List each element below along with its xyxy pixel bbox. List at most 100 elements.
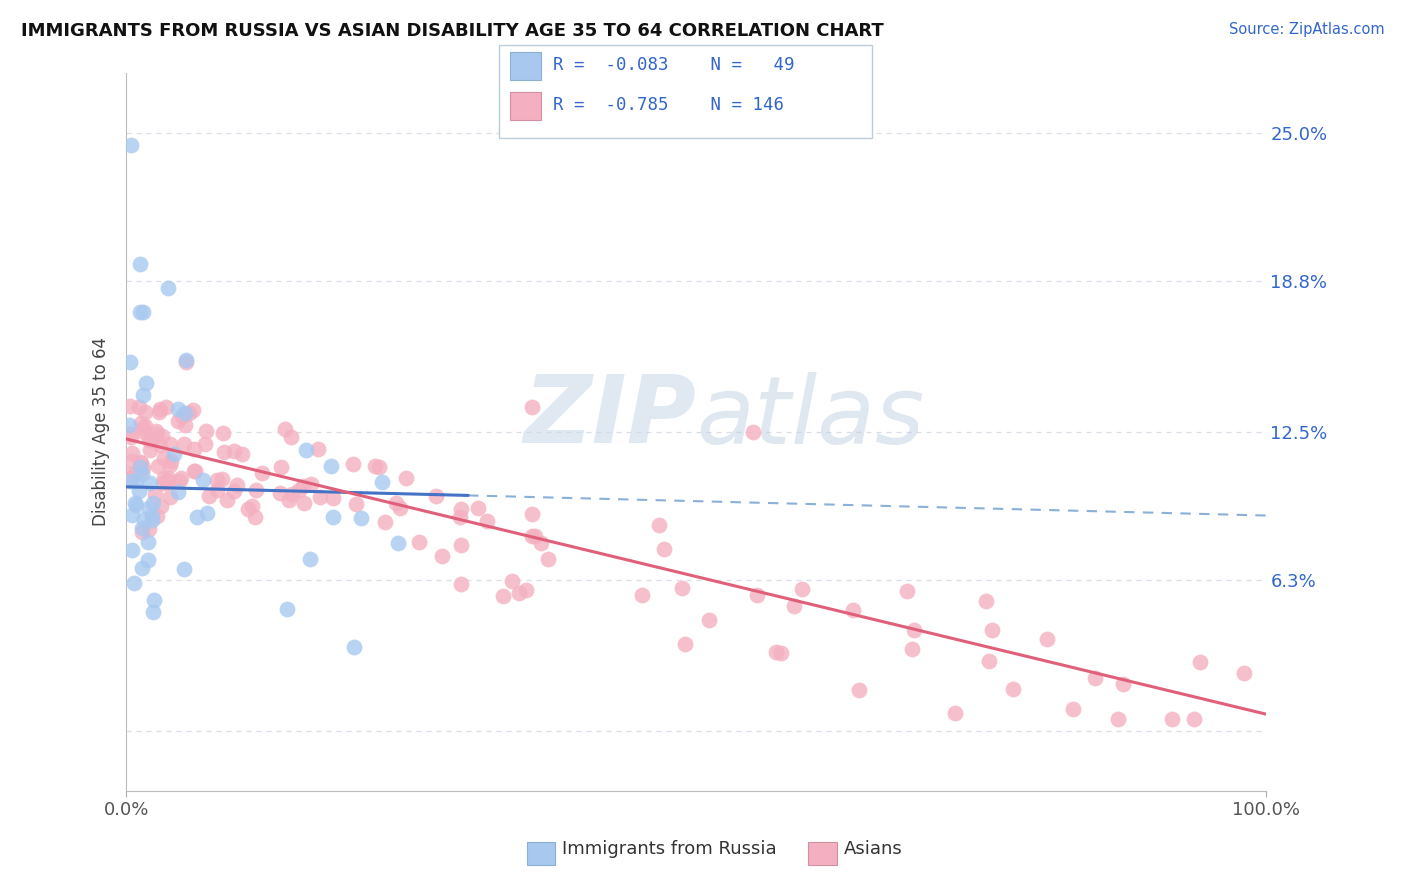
Point	[128, 401, 150, 415]
Point	[121, 542, 143, 557]
Point	[385, 496, 408, 510]
Point	[430, 549, 453, 564]
Point	[224, 444, 246, 458]
Point	[153, 451, 176, 466]
Point	[673, 637, 696, 651]
Point	[166, 401, 188, 416]
Point	[118, 467, 141, 481]
Point	[342, 458, 364, 472]
Point	[149, 438, 172, 452]
Point	[174, 355, 197, 369]
Point	[250, 466, 273, 480]
Point	[477, 514, 499, 528]
Text: atlas: atlas	[696, 372, 924, 463]
Point	[170, 409, 193, 424]
Point	[697, 614, 720, 628]
Point	[243, 509, 266, 524]
Point	[520, 400, 543, 414]
Point	[350, 510, 373, 524]
Point	[307, 442, 329, 456]
Point	[131, 521, 153, 535]
Point	[1062, 702, 1084, 716]
Point	[141, 513, 163, 527]
Point	[790, 582, 813, 596]
Point	[173, 406, 195, 420]
Point	[980, 623, 1002, 637]
Point	[903, 623, 925, 637]
Point	[174, 417, 197, 432]
Point	[292, 496, 315, 510]
Point	[647, 518, 669, 533]
Point	[157, 475, 180, 489]
Point	[155, 475, 177, 489]
Point	[269, 486, 291, 500]
Point	[450, 538, 472, 552]
Point	[148, 405, 170, 419]
Point	[128, 483, 150, 498]
Y-axis label: Disability Age 35 to 64: Disability Age 35 to 64	[93, 337, 110, 526]
Point	[148, 458, 170, 473]
Point	[174, 353, 197, 368]
Point	[195, 424, 218, 438]
Point	[225, 478, 247, 492]
Point	[515, 582, 537, 597]
Point	[281, 487, 304, 501]
Point	[138, 433, 160, 447]
Text: Immigrants from Russia: Immigrants from Russia	[562, 840, 778, 858]
Point	[901, 642, 924, 657]
Point	[278, 493, 301, 508]
Point	[631, 588, 654, 602]
Point	[159, 454, 181, 468]
Point	[129, 305, 152, 319]
Point	[974, 593, 997, 607]
Point	[841, 603, 863, 617]
Point	[134, 512, 156, 526]
Point	[143, 592, 166, 607]
Point	[156, 281, 179, 295]
Point	[163, 447, 186, 461]
Point	[501, 574, 523, 588]
Point	[537, 551, 560, 566]
Point	[167, 485, 190, 500]
Point	[145, 487, 167, 501]
Point	[508, 586, 530, 600]
Point	[173, 437, 195, 451]
Point	[522, 507, 544, 521]
Point	[322, 491, 344, 506]
Point	[170, 471, 193, 485]
Point	[238, 501, 260, 516]
Point	[671, 581, 693, 595]
Point	[138, 476, 160, 491]
Point	[191, 473, 214, 487]
Point	[291, 479, 314, 493]
Point	[211, 472, 233, 486]
Point	[1161, 712, 1184, 726]
Point	[301, 476, 323, 491]
Point	[118, 418, 141, 433]
Point	[142, 496, 165, 510]
Point	[124, 496, 146, 510]
Point	[132, 460, 155, 475]
Point	[136, 535, 159, 549]
Point	[1084, 671, 1107, 685]
Point	[979, 654, 1001, 668]
Point	[134, 425, 156, 439]
Point	[157, 471, 180, 485]
Point	[135, 376, 157, 390]
Point	[159, 458, 181, 473]
Point	[408, 534, 430, 549]
Point	[389, 500, 412, 515]
Text: Asians: Asians	[844, 840, 903, 858]
Point	[343, 640, 366, 654]
Point	[240, 499, 263, 513]
Point	[141, 433, 163, 447]
Point	[138, 522, 160, 536]
Point	[179, 406, 201, 420]
Point	[159, 437, 181, 451]
Point	[181, 402, 204, 417]
Point	[745, 588, 768, 602]
Point	[134, 405, 156, 419]
Point	[245, 483, 267, 497]
Point	[467, 501, 489, 516]
Point	[215, 492, 238, 507]
